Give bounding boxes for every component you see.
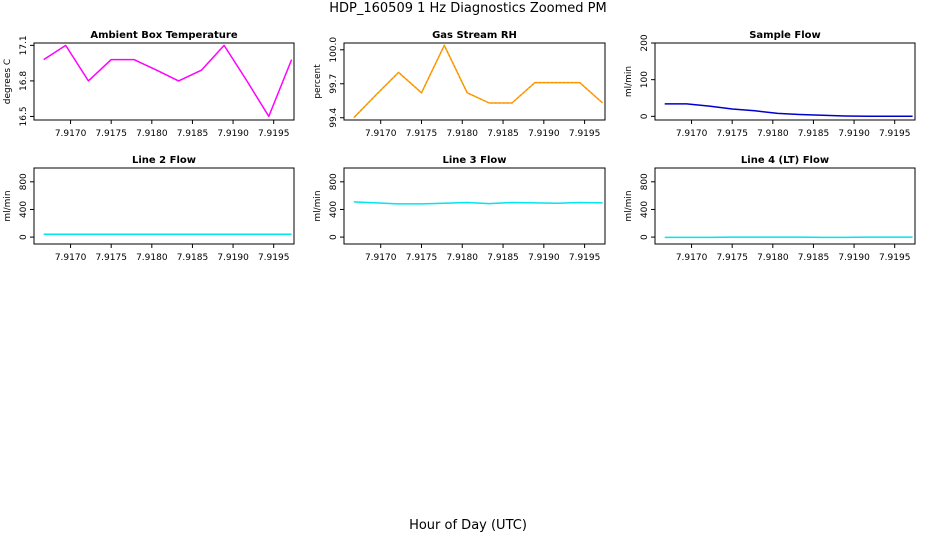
panel-5-ytick-label: 400 — [329, 201, 339, 218]
panel-4-ylabel: ml/min — [3, 190, 13, 221]
panel-3-ytick-label: 0 — [640, 113, 650, 119]
panel-1-ytick-label: 16.8 — [19, 71, 29, 91]
panel-6-ytick-label: 400 — [640, 201, 650, 218]
panel-1-xtick-label: 7.9175 — [95, 129, 127, 139]
panel-2-xtick-label: 7.9170 — [365, 129, 397, 139]
panel-1-xtick-label: 7.9180 — [136, 129, 168, 139]
panel-6-xtick-label: 7.9180 — [757, 253, 789, 263]
panel-3-series-line — [664, 103, 913, 118]
panel-3-xtick-label: 7.9180 — [757, 129, 789, 139]
panel-3-title: Sample Flow — [749, 30, 821, 41]
panel-5-xtick-label: 7.9175 — [406, 253, 438, 263]
panel-2-ylabel: percent — [313, 64, 323, 99]
panel-3-frame — [654, 42, 916, 121]
panel-2-ytick-label: 99.7 — [329, 74, 339, 94]
panel-4-xtick-label: 7.9195 — [258, 253, 290, 263]
panel-5-frame — [343, 167, 606, 245]
panel-5-series-line — [353, 201, 603, 205]
panel-2-ytick-label: 99.4 — [329, 107, 339, 127]
panel-5-title: Line 3 Flow — [443, 155, 507, 166]
panel-4-xtick-label: 7.9175 — [95, 253, 127, 263]
figure-title: HDP_160509 1 Hz Diagnostics Zoomed PM — [329, 1, 607, 16]
panel-2-title: Gas Stream RH — [432, 30, 517, 41]
panel-2-frame — [343, 42, 606, 121]
panel-4-xtick-label: 7.9190 — [217, 253, 249, 263]
panel-5-xtick-label: 7.9185 — [487, 253, 519, 263]
panel-2-xtick-label: 7.9195 — [569, 129, 601, 139]
panel-3-ytick-label: 200 — [640, 34, 650, 51]
panel-1-xtick-label: 7.9185 — [177, 129, 209, 139]
panel-6-xtick-label: 7.9190 — [838, 253, 870, 263]
panel-1-ytick-label: 16.5 — [19, 106, 29, 126]
panel-5-ytick-label: 0 — [329, 234, 339, 240]
panel-6-ylabel: ml/min — [624, 190, 634, 221]
panel-5-xtick-label: 7.9180 — [447, 253, 479, 263]
panel-3-xtick-label: 7.9190 — [838, 129, 870, 139]
panel-5-xtick-label: 7.9190 — [528, 253, 560, 263]
panel-5-ytick-label: 800 — [329, 173, 339, 190]
panel-1-ytick-label: 17.1 — [19, 35, 29, 55]
panel-3-xtick-label: 7.9185 — [798, 129, 830, 139]
panel-5-xtick-label: 7.9170 — [365, 253, 397, 263]
panel-3-ylabel: ml/min — [624, 66, 634, 97]
panel-3-xtick-label: 7.9175 — [716, 129, 748, 139]
panel-1-xtick-label: 7.9190 — [217, 129, 249, 139]
panel-4-xtick-label: 7.9180 — [136, 253, 168, 263]
panel-1-frame — [33, 42, 295, 121]
panel-5-ylabel: ml/min — [313, 190, 323, 221]
panel-4-title: Line 2 Flow — [132, 155, 196, 166]
panel-2-xtick-label: 7.9175 — [406, 129, 438, 139]
panel-1-xtick-label: 7.9195 — [258, 129, 290, 139]
panel-4-frame — [33, 167, 295, 245]
panel-2-xtick-label: 7.9180 — [447, 129, 479, 139]
panel-1-title: Ambient Box Temperature — [90, 30, 237, 41]
panel-6-xtick-label: 7.9175 — [716, 253, 748, 263]
panel-6-xtick-label: 7.9170 — [676, 253, 708, 263]
panel-2-xtick-label: 7.9190 — [528, 129, 560, 139]
x-axis-label: Hour of Day (UTC) — [409, 518, 527, 533]
panel-2-series-line — [353, 44, 604, 119]
panel-6-title: Line 4 (LT) Flow — [741, 155, 829, 166]
panel-3-ytick-label: 100 — [640, 71, 650, 88]
panel-3-xtick-label: 7.9195 — [879, 129, 911, 139]
panel-2-series-dots — [353, 44, 603, 119]
panel-6-xtick-label: 7.9185 — [798, 253, 830, 263]
panel-6-xtick-label: 7.9195 — [879, 253, 911, 263]
panel-1-series-line — [43, 44, 293, 118]
panel-2-ytick-label: 100.0 — [329, 37, 339, 63]
panel-6-ytick-label: 800 — [640, 173, 650, 190]
panel-4-ytick-label: 400 — [19, 201, 29, 218]
panel-6-ytick-label: 0 — [640, 234, 650, 240]
panel-4-xtick-label: 7.9185 — [177, 253, 209, 263]
panel-4-ytick-label: 800 — [19, 173, 29, 190]
panel-1-xtick-label: 7.9170 — [55, 129, 87, 139]
panel-4-ytick-label: 0 — [19, 234, 29, 240]
panel-1-ylabel: degrees C — [3, 59, 13, 104]
panel-3-xtick-label: 7.9170 — [676, 129, 708, 139]
panel-2-xtick-label: 7.9185 — [487, 129, 519, 139]
panel-4-xtick-label: 7.9170 — [55, 253, 87, 263]
panel-6-frame — [654, 167, 916, 245]
panel-5-xtick-label: 7.9195 — [569, 253, 601, 263]
